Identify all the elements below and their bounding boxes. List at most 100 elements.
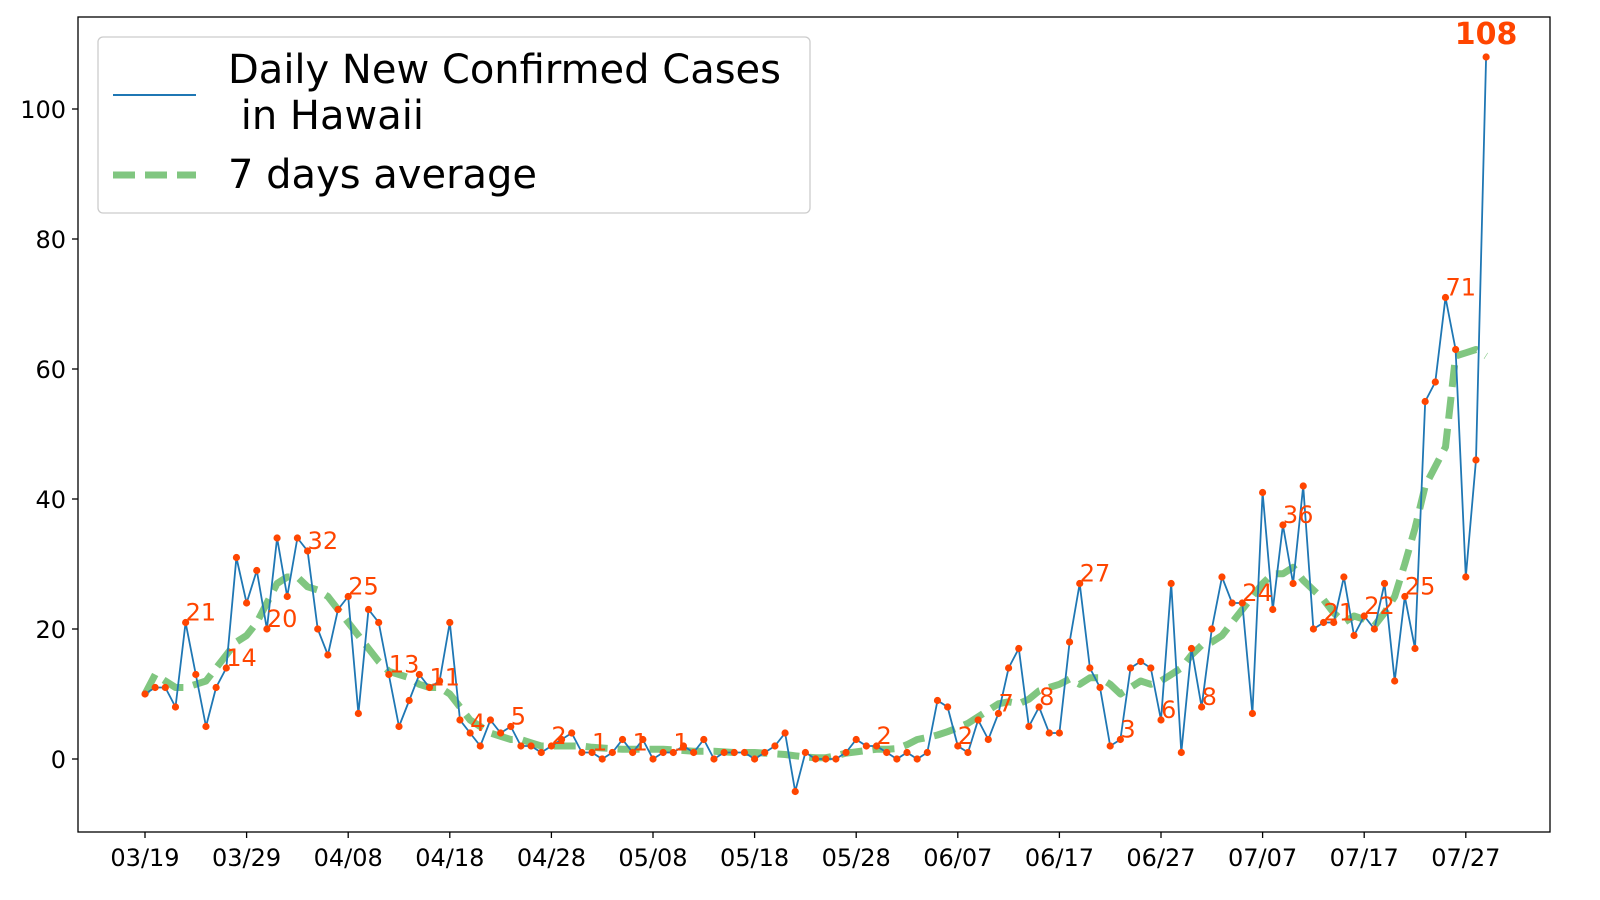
data-point — [1431, 378, 1439, 386]
data-point — [456, 716, 464, 724]
data-label: 7 — [998, 690, 1013, 718]
y-tick-label: 40 — [35, 486, 66, 514]
data-label-max: 108 — [1455, 17, 1518, 52]
data-point — [832, 755, 840, 763]
data-point — [649, 755, 657, 763]
x-tick-label: 04/08 — [314, 844, 383, 872]
data-point — [690, 748, 698, 757]
data-point — [1259, 488, 1267, 497]
data-point — [994, 709, 1003, 718]
data-point — [944, 703, 952, 711]
data-point — [344, 592, 352, 601]
data-point — [293, 534, 301, 542]
data-point — [1055, 729, 1063, 737]
data-point — [730, 748, 738, 757]
data-point — [303, 547, 312, 555]
x-tick-label: 03/19 — [110, 844, 179, 872]
data-point — [1411, 644, 1419, 653]
data-point — [141, 690, 149, 698]
data-label: 24 — [1242, 579, 1273, 607]
data-label: 21 — [186, 599, 217, 627]
data-point — [923, 748, 931, 757]
x-tick-label: 06/07 — [923, 844, 992, 872]
data-point — [385, 670, 393, 679]
data-point — [862, 742, 870, 750]
data-point — [1350, 631, 1358, 640]
data-point — [852, 735, 860, 744]
x-tick-label: 07/17 — [1330, 844, 1399, 872]
x-tick-label: 03/29 — [212, 844, 281, 872]
data-point — [710, 755, 718, 763]
data-point — [497, 729, 505, 737]
data-point — [629, 748, 637, 757]
data-point — [212, 683, 220, 692]
data-point — [1248, 709, 1257, 718]
data-point — [527, 742, 535, 750]
average-line — [141, 346, 1488, 762]
data-label: 14 — [226, 644, 257, 672]
data-label: 1 — [592, 729, 607, 757]
data-point — [964, 748, 972, 757]
average-series — [141, 346, 1488, 762]
data-point — [405, 696, 413, 705]
legend-box — [97, 36, 811, 214]
data-point — [720, 748, 728, 757]
data-point — [811, 755, 820, 763]
data-label: 4 — [470, 709, 485, 737]
data-point — [354, 709, 362, 718]
legend-daily-label-line1: Daily New Confirmed Cases — [228, 47, 781, 93]
data-point — [273, 534, 281, 542]
data-point — [984, 735, 992, 744]
y-tick-label: 0 — [51, 746, 66, 774]
data-point — [679, 742, 688, 750]
data-point — [1157, 716, 1165, 724]
data-point — [364, 605, 373, 614]
data-point — [1086, 664, 1094, 672]
data-point — [639, 735, 647, 744]
legend-average-label: 7 days average — [228, 152, 537, 198]
data-point — [171, 703, 180, 711]
data-label: 2 — [877, 722, 892, 750]
daily-series — [141, 53, 1490, 796]
data-point — [1421, 397, 1429, 406]
data-point — [1360, 612, 1368, 620]
x-tick-label: 05/28 — [822, 844, 891, 872]
data-point — [913, 755, 921, 763]
data-point — [476, 742, 484, 750]
data-point — [568, 729, 576, 737]
data-point — [1380, 579, 1389, 588]
data-label: 2 — [551, 722, 566, 750]
data-label: 21 — [1324, 599, 1355, 627]
data-point — [1299, 482, 1307, 490]
data-point — [1370, 625, 1378, 633]
data-point — [486, 716, 495, 724]
data-label: 25 — [348, 573, 379, 601]
data-point — [1065, 638, 1074, 646]
data-point — [598, 755, 606, 763]
data-point — [1289, 579, 1297, 588]
data-point — [1045, 729, 1053, 737]
data-point — [1035, 703, 1043, 711]
data-point — [588, 748, 596, 757]
data-point — [324, 651, 332, 659]
x-tick-label: 06/27 — [1126, 844, 1195, 872]
data-point — [334, 605, 342, 614]
data-point — [1441, 293, 1450, 302]
data-label: 13 — [389, 651, 420, 679]
data-point — [425, 683, 434, 692]
data-point — [314, 625, 322, 633]
data-label: 8 — [1039, 683, 1054, 711]
data-point — [253, 566, 261, 575]
data-point — [283, 592, 291, 601]
data-point — [263, 625, 271, 633]
x-axis: 03/19 03/29 04/08 04/18 04/28 05/08 05/18 05/28… — [110, 832, 1500, 872]
data-point — [791, 787, 799, 796]
data-point — [1218, 573, 1226, 581]
data-point — [1177, 748, 1185, 757]
data-point — [202, 722, 210, 731]
data-point — [933, 696, 942, 705]
data-point — [1198, 703, 1206, 711]
data-point — [232, 553, 241, 562]
